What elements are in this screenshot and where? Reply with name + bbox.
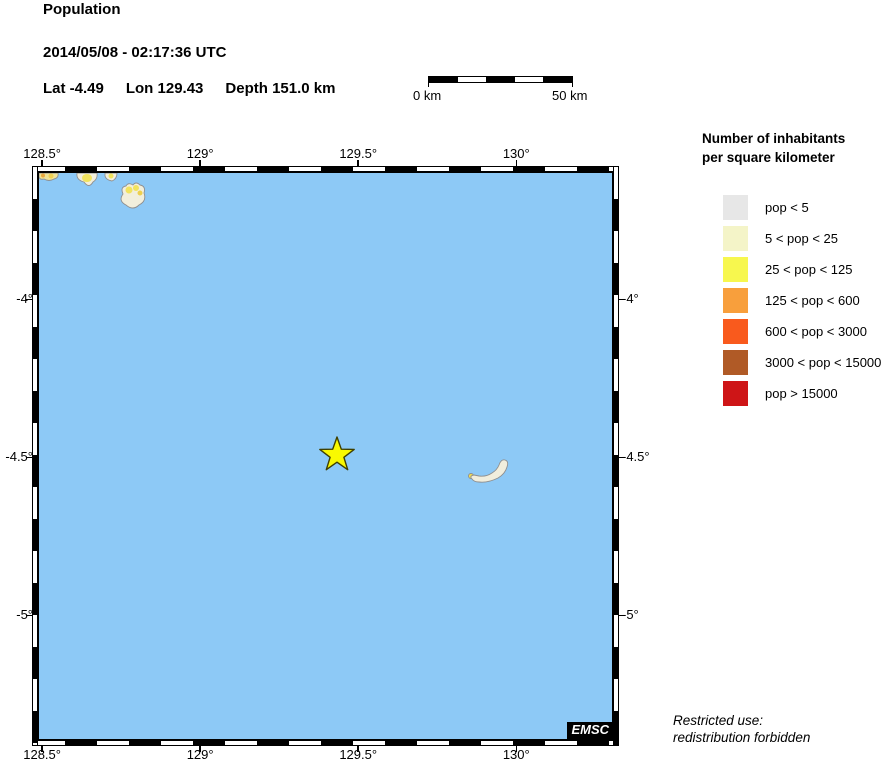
axis-tick [26, 298, 32, 301]
scale-end-label: 50 km [552, 88, 588, 103]
axis-label-lat-left: -4° [16, 291, 33, 307]
legend-swatch [723, 350, 748, 375]
event-coordinates: Lat -4.49 Lon 129.43 Depth 151.0 km [43, 80, 357, 97]
axis-label-lat-left: -4.5° [5, 449, 33, 465]
axis-label-lon-bottom: 129.5° [339, 747, 378, 762]
legend-title-line2: per square kilometer [702, 150, 835, 165]
axis-label-lon-top: 128.5° [23, 146, 61, 161]
legend-swatch [723, 257, 748, 282]
event-latitude: Lat -4.49 [43, 80, 104, 97]
scale-segment [457, 77, 487, 82]
distance-scale-bar [428, 76, 573, 83]
scale-end-tick [572, 83, 573, 87]
legend-item-label: 125 < pop < 600 [765, 293, 860, 308]
map-frame-corner [613, 740, 619, 746]
axis-label-lat-left: -5° [16, 607, 33, 623]
axis-label-lon-bottom: 129° [186, 747, 214, 762]
legend-item-label: 5 < pop < 25 [765, 231, 839, 246]
axis-tick [515, 746, 518, 752]
scale-start-label: 0 km [413, 88, 442, 103]
event-depth: Depth 151.0 km [225, 80, 336, 97]
axis-tick [199, 746, 201, 752]
legend-item-label: 3000 < pop < 15000 [765, 355, 882, 370]
axis-tick [619, 298, 625, 301]
scale-segment [486, 77, 515, 82]
legend-title-line1: Number of inhabitants [702, 131, 846, 146]
scale-segment [429, 77, 458, 82]
legend-item: 25 < pop < 125 [723, 257, 881, 282]
map-frame-left [32, 166, 38, 746]
axis-tick [357, 746, 359, 752]
axis-label-lon-top: 129° [186, 146, 214, 161]
legend-item: 125 < pop < 600 [723, 288, 881, 313]
axis-label-lon-bottom: 130° [502, 747, 530, 762]
scale-segment [543, 77, 572, 82]
legend-swatch [723, 288, 748, 313]
axis-tick [515, 160, 518, 166]
axis-tick [619, 614, 625, 617]
legend-item: 5 < pop < 25 [723, 226, 881, 251]
axis-label-lon-top: 129.5° [339, 146, 378, 161]
islands-layer [39, 173, 509, 483]
legend-item: 600 < pop < 3000 [723, 319, 881, 344]
axis-label-lat-right: -5° [622, 607, 639, 623]
event-longitude: Lon 129.43 [125, 80, 204, 97]
legend: pop < 5 5 < pop < 25 25 < pop < 125 125 < p… [723, 195, 881, 412]
legend-item: 3000 < pop < 15000 [723, 350, 881, 375]
axis-label-lat-right: -4° [622, 291, 639, 307]
legend-item-label: pop > 15000 [765, 386, 838, 401]
page-title: Population [43, 1, 121, 18]
legend-item-label: pop < 5 [765, 200, 809, 215]
legend-item: pop > 15000 [723, 381, 881, 406]
axis-tick [357, 160, 359, 166]
legend-item-label: 25 < pop < 125 [765, 262, 853, 277]
axis-tick [26, 614, 32, 617]
legend-item-label: 600 < pop < 3000 [765, 324, 867, 339]
legend-item: pop < 5 [723, 195, 881, 220]
island [104, 173, 118, 182]
legend-swatch [723, 319, 748, 344]
event-datetime: 2014/05/08 - 02:17:36 UTC [43, 44, 227, 61]
axis-label-lon-top: 130° [502, 146, 530, 161]
scale-end-tick [428, 83, 429, 87]
legend-title: Number of inhabitants per square kilomet… [702, 129, 845, 167]
restricted-use-note: Restricted use: redistribution forbidden [673, 712, 810, 746]
map-frame-bottom [32, 740, 619, 746]
axis-label-lat-right: -4.5° [622, 449, 650, 465]
axis-tick [199, 160, 201, 166]
axis-tick [41, 746, 43, 752]
scale-segment [514, 77, 544, 82]
axis-label-lon-bottom: 128.5° [23, 747, 61, 762]
legend-swatch [723, 381, 748, 406]
axis-tick [41, 160, 43, 166]
axis-tick [26, 456, 32, 459]
emsc-logo: EMSC [567, 722, 612, 739]
island [468, 459, 509, 483]
island [76, 173, 98, 186]
island [120, 182, 146, 209]
map-canvas: EMSC [38, 172, 613, 740]
island [39, 173, 59, 181]
epicenter-star-icon [319, 436, 355, 471]
legend-swatch [723, 195, 748, 220]
restricted-use-line2: redistribution forbidden [673, 730, 811, 745]
axis-tick [619, 456, 625, 459]
legend-swatch [723, 226, 748, 251]
restricted-use-line1: Restricted use: [673, 713, 764, 728]
